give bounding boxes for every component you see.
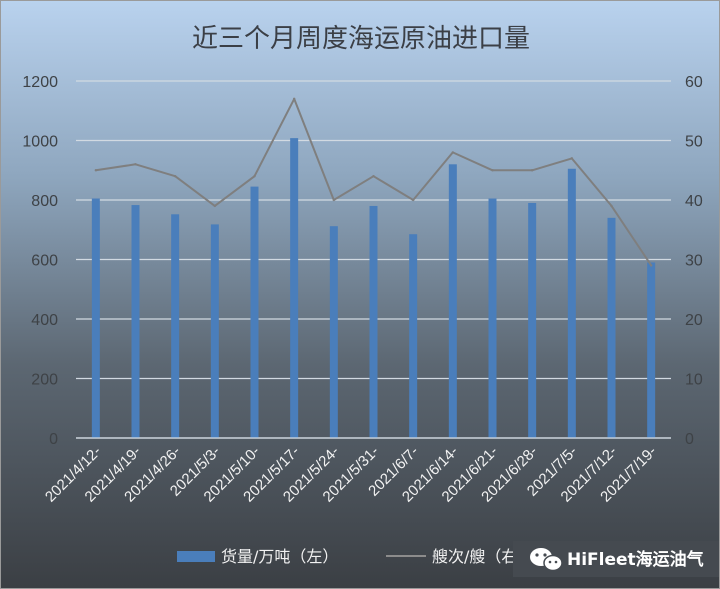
- line-point: [530, 169, 534, 172]
- legend: 货量/万吨（左） 艘次/艘（右）: [177, 547, 533, 566]
- bar: [290, 138, 299, 438]
- line-point: [570, 157, 574, 160]
- legend-bar-label: 货量/万吨（左）: [221, 547, 338, 566]
- bar: [488, 198, 497, 438]
- y-right-tick-label: 30: [685, 253, 703, 270]
- line-series: [94, 97, 653, 267]
- line-point: [94, 169, 98, 172]
- bar: [567, 168, 576, 438]
- y-left-tick-label: 1200: [22, 74, 58, 91]
- line-point: [213, 204, 217, 208]
- bar: [528, 202, 537, 438]
- y-right-tick-label: 40: [685, 193, 703, 210]
- y-left-tick-label: 800: [31, 193, 58, 210]
- line-point: [649, 264, 653, 267]
- bar-series: [91, 138, 656, 439]
- legend-bar-swatch: [177, 551, 215, 562]
- y-right-tick-label: 50: [685, 134, 703, 151]
- line-point: [292, 97, 296, 101]
- line-point: [372, 175, 375, 178]
- bar: [329, 226, 338, 438]
- y-left-tick-label: 200: [31, 372, 58, 389]
- y-right-tick-label: 20: [685, 312, 703, 329]
- bar: [91, 198, 100, 438]
- y-right-tick-label: 60: [685, 74, 703, 91]
- line-point: [411, 198, 415, 202]
- y-left-tick-label: 600: [31, 253, 58, 270]
- watermark: HiFleet海运油气: [513, 541, 719, 577]
- bar: [250, 186, 259, 438]
- wechat-icon: [530, 548, 563, 572]
- right-axis: 0 10 20 30 40 50 60: [685, 74, 703, 448]
- line-point: [332, 198, 336, 202]
- bar: [171, 214, 180, 438]
- bar: [131, 205, 140, 438]
- bar: [607, 217, 616, 438]
- y-left-tick-label: 1000: [22, 134, 58, 151]
- y-left-tick-label: 0: [49, 431, 58, 448]
- legend-line-label: 艘次/艘（右）: [432, 547, 533, 566]
- line-point: [253, 175, 256, 178]
- watermark-text: HiFleet海运油气: [567, 549, 704, 570]
- y-left-tick-label: 400: [31, 312, 58, 329]
- line-point: [173, 175, 177, 178]
- line-point: [134, 163, 137, 166]
- bar: [448, 164, 457, 439]
- line-point: [610, 204, 613, 208]
- bar: [409, 234, 418, 438]
- bar: [369, 205, 378, 438]
- bar: [210, 224, 219, 438]
- line-point: [451, 151, 455, 154]
- bar: [647, 262, 656, 438]
- line-point: [491, 169, 494, 172]
- left-axis: 0 200 400 600 800 1000 1200: [22, 74, 58, 448]
- y-right-tick-label: 0: [685, 431, 694, 448]
- chart-title: 近三个月周度海运原油进口量: [192, 24, 530, 54]
- x-axis: 2021/4/12-2021/4/19-2021/4/26-2021/5/3-2…: [42, 437, 671, 506]
- y-right-tick-label: 10: [685, 372, 703, 389]
